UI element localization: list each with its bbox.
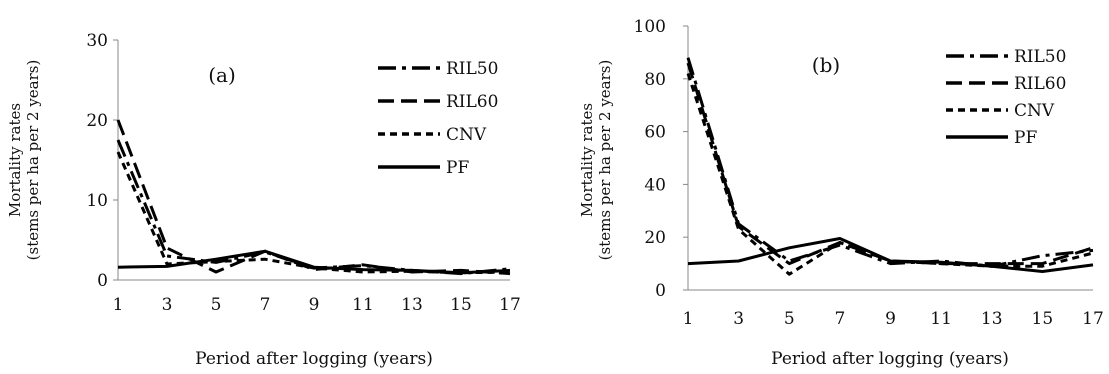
panel-label: (b) (812, 53, 840, 77)
y-axis-title: (stems per ha per 2 years) (596, 60, 614, 261)
y-tick-label: 100 (634, 17, 666, 37)
x-tick-label: 15 (1032, 309, 1054, 329)
x-tick-label: 7 (834, 309, 845, 329)
y-tick-label: 20 (644, 228, 666, 248)
legend-label: CNV (446, 125, 487, 145)
x-tick-label: 7 (260, 295, 271, 315)
x-tick-label: 1 (113, 295, 124, 315)
x-tick-label: 9 (309, 295, 320, 315)
y-tick-label: 0 (655, 281, 666, 301)
x-tick-label: 15 (450, 295, 472, 315)
x-tick-label: 13 (401, 295, 423, 315)
series-line-pf (117, 249, 511, 275)
x-tick-label: 5 (784, 309, 795, 329)
legend-label: RIL50 (446, 59, 498, 79)
series-line-ril60 (686, 62, 1094, 266)
legend: RIL50 RIL60 CNV PF (946, 47, 1066, 148)
legend-label: PF (446, 158, 469, 178)
y-axis-title: (stems per ha per 2 years) (24, 60, 42, 261)
series-line-cnv (686, 73, 1094, 276)
x-tick-label: 13 (981, 309, 1003, 329)
y-tick-label: 20 (86, 111, 108, 131)
x-tick-label: 11 (352, 295, 374, 315)
panel-label: (a) (208, 63, 236, 87)
series-line-ril50 (686, 57, 1094, 268)
y-tick-label: 40 (644, 175, 666, 195)
y-axis-title: Mortality rates (578, 103, 596, 217)
y-tick-label: 10 (86, 191, 108, 211)
x-tick-label: 5 (211, 295, 222, 315)
x-axis-title: Period after logging (years) (771, 349, 1009, 369)
legend-label: PF (1014, 128, 1037, 148)
x-tick-label: 3 (733, 309, 744, 329)
legend: RIL50 RIL60 CNV PF (378, 59, 498, 178)
y-tick-label: 80 (644, 70, 666, 90)
x-tick-label: 17 (1082, 309, 1104, 329)
series-line-pf (687, 237, 1094, 273)
y-tick-label: 60 (644, 123, 666, 143)
x-tick-label: 11 (930, 309, 952, 329)
x-tick-label: 1 (683, 309, 694, 329)
legend-label: CNV (1014, 101, 1055, 121)
legend-label: RIL60 (446, 92, 498, 112)
x-tick-label: 9 (885, 309, 896, 329)
legend-label: RIL60 (1014, 74, 1066, 94)
legend-label: RIL50 (1014, 47, 1066, 67)
x-tick-label: 17 (499, 295, 521, 315)
x-axis-title: Period after logging (years) (195, 349, 433, 369)
x-tick-label: 3 (162, 295, 173, 315)
y-tick-label: 0 (97, 271, 108, 291)
y-tick-label: 30 (86, 31, 108, 51)
y-axis-title: Mortality rates (6, 103, 24, 217)
